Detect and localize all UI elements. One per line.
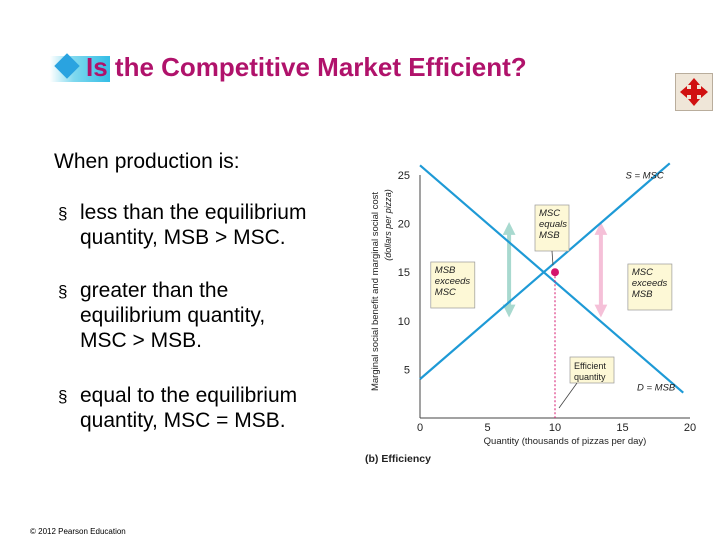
y-tick-label: 15: [398, 267, 410, 279]
x-axis-label: Quantity (thousands of pizzas per day): [484, 436, 647, 447]
supply-msc-line: [419, 162, 671, 380]
move-button[interactable]: [675, 73, 713, 111]
efficient-quantity-text: Efficient: [574, 361, 606, 371]
efficient-quantity-text: quantity: [574, 372, 606, 382]
intro-text: When production is:: [54, 150, 240, 173]
y-tick-label: 10: [398, 316, 410, 328]
x-tick-label: 5: [484, 422, 490, 434]
x-tick-label: 20: [684, 422, 696, 434]
x-tick-label: 0: [417, 422, 423, 434]
msb-exceeds-msc-text: exceeds: [435, 276, 471, 287]
bullet-less-than: § less than the equilibrium quantity, MS…: [58, 200, 348, 250]
bullet-mark: §: [58, 282, 68, 301]
equilibrium-point: [551, 268, 559, 277]
move-arrows-icon: [680, 78, 708, 106]
y-tick-label: 25: [398, 170, 410, 182]
msc-equals-msb-box: [534, 204, 570, 252]
bullet-mark: §: [58, 204, 68, 223]
msb-exceeds-msc-text: MSB: [435, 265, 456, 276]
msb-exceeds-msc-box: [430, 261, 476, 309]
bullet-line: equal to the equilibrium: [80, 384, 298, 407]
msc-exceeds-msb-text: MSB: [632, 289, 653, 300]
y-tick-label: 20: [398, 219, 410, 231]
bullet-greater-than: § greater than the equilibrium quantity,…: [58, 278, 348, 353]
x-tick-label: 10: [549, 422, 561, 434]
efficiency-chart: 0 5 10 15 20 5 10 15 20 25 Quantity (thousands of …: [365, 162, 696, 465]
chart-caption: (b) Efficiency: [365, 453, 431, 465]
bullet-mark: §: [58, 387, 68, 406]
slide-title: Is the Competitive Market Efficient?: [86, 52, 527, 82]
msc-equals-msb-text: MSC: [539, 208, 560, 219]
demand-msb-line: [419, 164, 684, 394]
bullet-line: MSC > MSB.: [80, 329, 202, 352]
y-axis-label-units: (dollars per pizza): [383, 189, 393, 261]
msc-equals-msb-text: MSB: [539, 230, 560, 241]
bullet-equal-to: § equal to the equilibrium quantity, MSC…: [58, 383, 348, 433]
bullet-line: less than the equilibrium: [80, 201, 307, 224]
msc-exceeds-msb-box: [627, 263, 673, 311]
msc-equals-msb-text: equals: [539, 219, 567, 230]
supply-label: S = MSC: [625, 170, 663, 181]
bullet-line: quantity, MSC = MSB.: [80, 409, 286, 432]
msc-exceeds-msb-text: exceeds: [632, 278, 668, 289]
copyright-notice: © 2012 Pearson Education: [30, 527, 126, 536]
bullet-line: quantity, MSB > MSC.: [80, 226, 286, 249]
efficient-quantity-leader: [558, 382, 578, 409]
y-axis-label: Marginal social benefit and marginal soc…: [370, 192, 381, 391]
efficient-quantity-box: [569, 356, 615, 384]
bullet-line: greater than the: [80, 279, 229, 302]
msc-exceeds-msb-text: MSC: [632, 267, 653, 278]
bullet-line: equilibrium quantity,: [80, 304, 266, 327]
demand-label: D = MSB: [637, 383, 676, 394]
x-tick-label: 15: [616, 422, 628, 434]
title-bar: Is the Competitive Market Efficient?: [50, 48, 670, 88]
y-tick-label: 5: [404, 364, 410, 376]
msc-equals-msb-leader: [551, 250, 554, 266]
msb-exceeds-msc-text: MSC: [435, 287, 456, 298]
